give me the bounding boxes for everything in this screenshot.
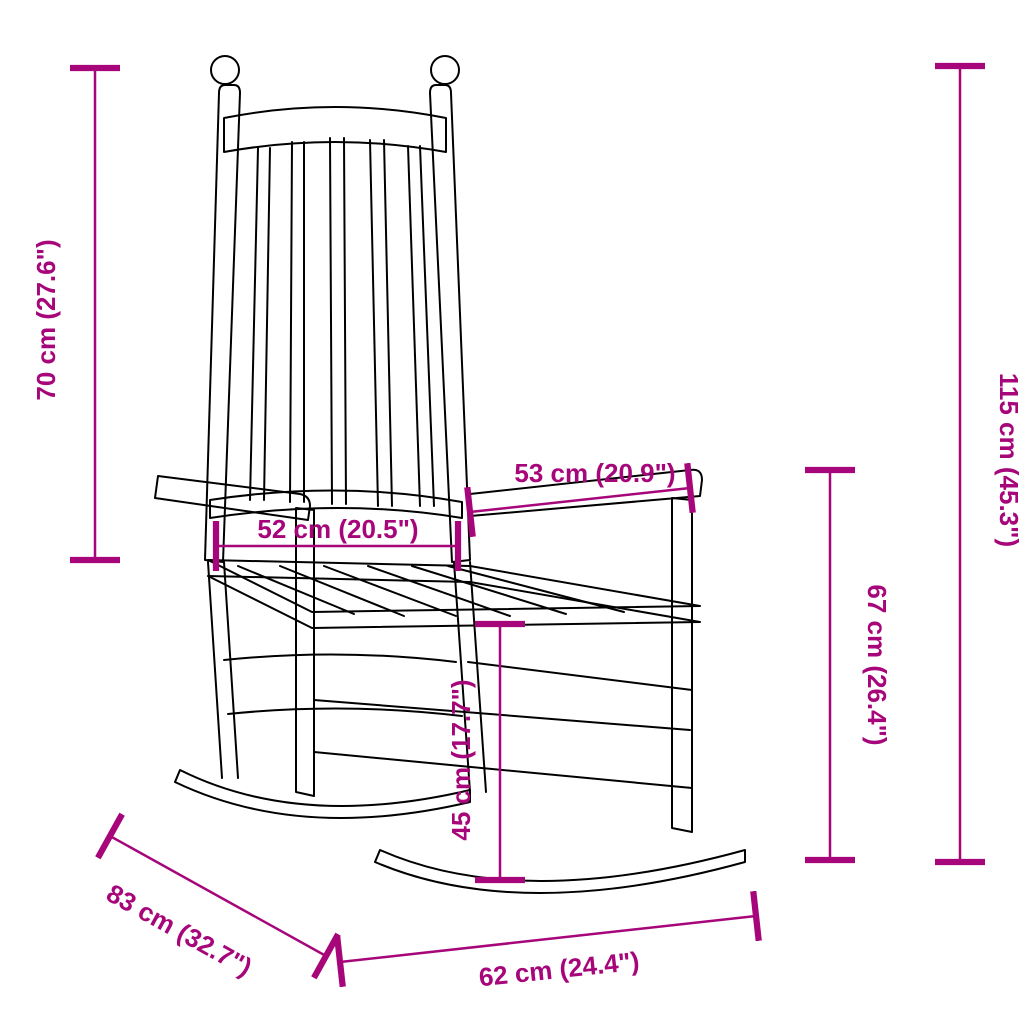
- label-arm-height: 67 cm (26.4"): [862, 584, 892, 745]
- label-seat-depth: 53 cm (20.9"): [514, 458, 675, 488]
- label-back-height: 70 cm (27.6"): [31, 239, 61, 400]
- dimension-annotations: 70 cm (27.6") 115 cm (45.3") 67 cm (26.4…: [31, 66, 1024, 992]
- label-overall-depth: 83 cm (32.7"): [102, 878, 258, 982]
- label-seat-width: 52 cm (20.5"): [257, 514, 418, 544]
- label-overall-height: 115 cm (45.3"): [994, 373, 1024, 547]
- label-overall-width: 62 cm (24.4"): [477, 946, 640, 993]
- label-seat-height: 45 cm (17.7"): [446, 679, 476, 840]
